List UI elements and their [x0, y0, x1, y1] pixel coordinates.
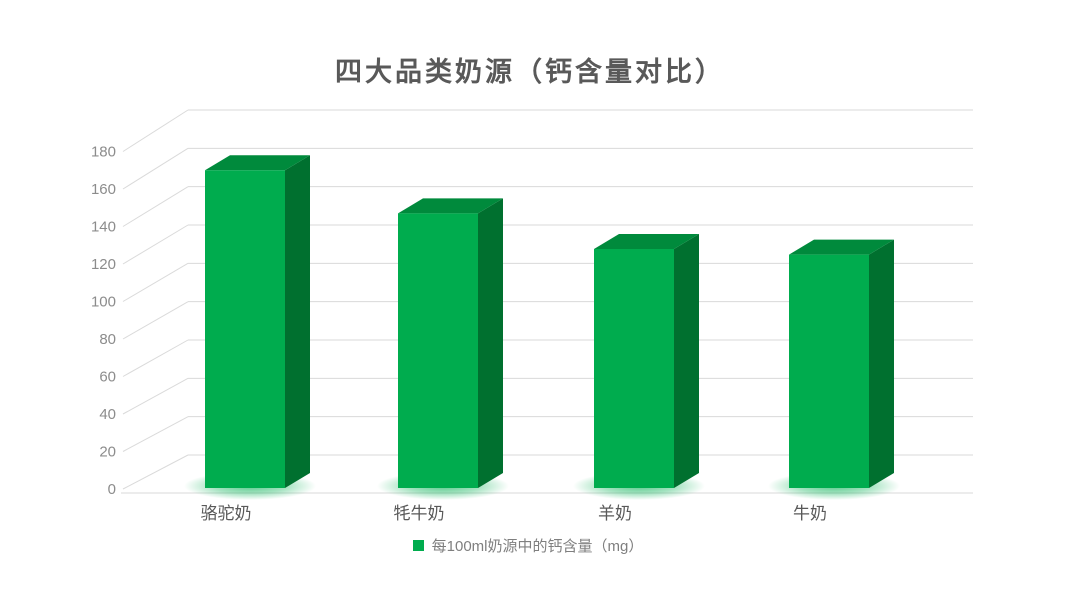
gridline-diagonal [122, 339, 189, 377]
bar-羊奶 [594, 249, 674, 488]
y-axis-label: 180 [91, 144, 116, 161]
bar-side-face [285, 155, 310, 488]
bar-top-face [398, 198, 503, 214]
bar-牦牛奶 [398, 213, 478, 488]
gridline-diagonal [122, 416, 189, 452]
gridline-diagonal [122, 301, 189, 340]
y-axis-label: 0 [108, 481, 116, 498]
category-label: 牦牛奶 [394, 504, 445, 523]
category-label: 骆驼奶 [201, 504, 252, 523]
bar-top-face [205, 155, 310, 171]
bar-side-face [674, 234, 699, 488]
y-axis-label: 40 [99, 406, 116, 423]
y-axis-label: 120 [91, 256, 116, 273]
bar-side-face [478, 198, 503, 488]
y-axis-label: 60 [99, 369, 116, 386]
bar-牛奶 [789, 254, 869, 488]
gridline-diagonal [122, 224, 189, 265]
legend-label: 每100ml奶源中的钙含量（mg） [431, 538, 644, 555]
y-axis-label: 80 [99, 331, 116, 348]
y-axis-label: 100 [91, 294, 116, 311]
bar-top-face [594, 234, 699, 249]
gridline-diagonal [122, 377, 189, 415]
bar-骆驼奶 [205, 170, 285, 488]
category-label: 羊奶 [598, 504, 632, 523]
legend: 每100ml奶源中的钙含量（mg） [0, 535, 1056, 556]
category-label: 牛奶 [793, 504, 827, 523]
y-axis-label: 160 [91, 181, 116, 198]
gridline-diagonal [122, 186, 189, 227]
gridline-diagonal [122, 147, 189, 190]
chart-title: 四大品类奶源（钙含量对比） [335, 57, 725, 87]
bar-top-face [789, 239, 894, 255]
y-axis-label: 140 [91, 219, 116, 236]
legend-marker-icon [412, 540, 424, 551]
gridline-diagonal [122, 454, 189, 490]
bar-side-face [869, 239, 894, 488]
gridline-diagonal [122, 109, 189, 152]
y-axis-label: 20 [99, 444, 116, 461]
gridline-diagonal [122, 262, 189, 302]
